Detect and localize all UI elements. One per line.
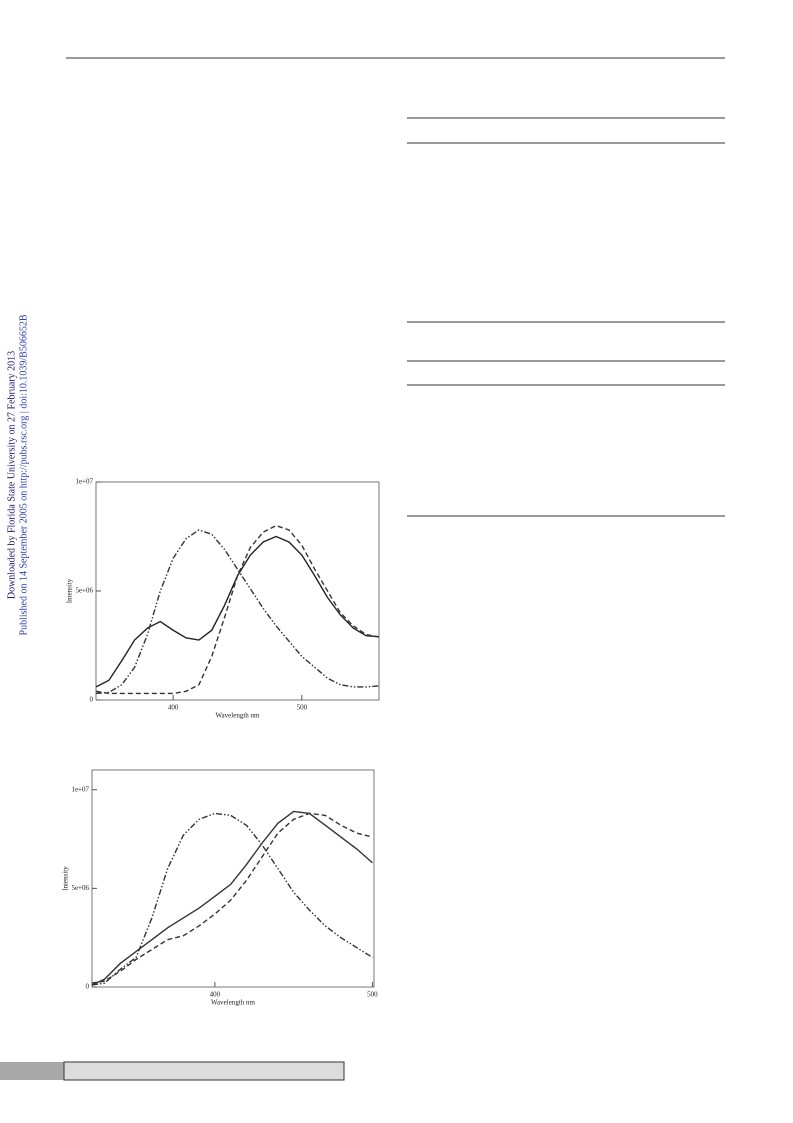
x-tick-label: 400 bbox=[210, 991, 221, 999]
y-tick-label: 5e+06 bbox=[75, 587, 93, 595]
y-tick-label: 5e+06 bbox=[71, 884, 89, 892]
series-line bbox=[91, 810, 373, 986]
publish-note: Published on 14 September 2005 on http:/… bbox=[18, 314, 29, 635]
series-line bbox=[95, 535, 380, 688]
plot-frame bbox=[95, 481, 380, 701]
footer-bar bbox=[63, 1061, 345, 1081]
table-rules bbox=[407, 117, 725, 517]
y-tick-label: 0 bbox=[90, 696, 94, 704]
y-tick-label: 0 bbox=[86, 983, 90, 991]
x-tick-label: 500 bbox=[297, 704, 308, 712]
series-line bbox=[91, 812, 373, 986]
y-axis-label: Intensity bbox=[66, 578, 74, 603]
series-line bbox=[95, 524, 380, 695]
x-axis-label: Wavelength nm bbox=[216, 712, 261, 720]
plot-frame bbox=[91, 769, 375, 988]
x-tick-label: 400 bbox=[168, 704, 179, 712]
download-note: Downloaded by Florida State University o… bbox=[6, 351, 17, 599]
x-axis-label: Wavelength nm bbox=[211, 999, 256, 1007]
x-tick-label: 500 bbox=[367, 991, 378, 999]
y-axis-label: Intensity bbox=[62, 866, 70, 891]
footer-tab bbox=[0, 1062, 64, 1080]
y-tick-label: 1e+07 bbox=[71, 785, 89, 793]
series-line bbox=[95, 529, 380, 695]
series-line bbox=[91, 812, 373, 984]
y-tick-label: 1e+07 bbox=[75, 478, 93, 486]
